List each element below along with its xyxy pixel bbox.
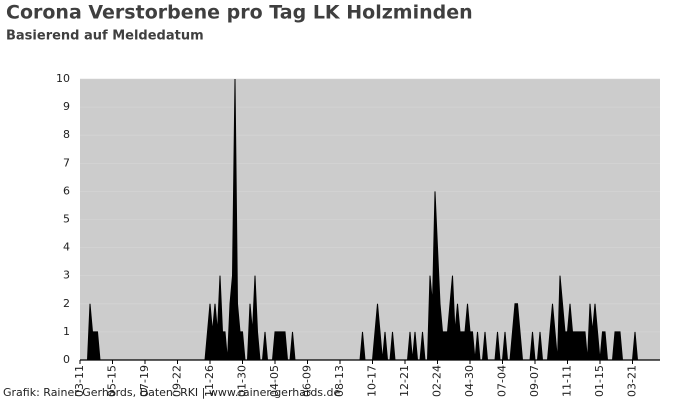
chart-subtitle: Basierend auf Meldedatum xyxy=(6,29,204,44)
x-tick-label: 02-24 xyxy=(431,365,444,397)
y-tick-label: 1 xyxy=(63,325,70,338)
x-tick-label: 07-19 xyxy=(138,365,151,397)
source-note: Grafik: Rainer Gerhards, Daten: RKI | ww… xyxy=(3,386,341,399)
chart-title: Corona Verstorbene pro Tag LK Holzminden xyxy=(6,2,473,24)
y-tick-label: 2 xyxy=(63,297,70,310)
x-tick-label: 03-11 xyxy=(73,365,86,397)
x-tick-label: 09-22 xyxy=(171,365,184,397)
x-tick-label: 12-21 xyxy=(398,365,411,397)
y-tick-label: 5 xyxy=(63,213,70,226)
x-tick-label: 05-15 xyxy=(106,365,119,397)
y-tick-label: 4 xyxy=(63,241,70,254)
x-tick-label: 04-30 xyxy=(463,365,476,397)
x-tick-label: 11-11 xyxy=(561,365,574,397)
y-tick-label: 0 xyxy=(63,353,70,366)
x-tick-label: 10-17 xyxy=(366,365,379,397)
y-tick-label: 8 xyxy=(63,128,70,141)
x-tick-label: 01-15 xyxy=(593,365,606,397)
x-tick-label: 07-04 xyxy=(496,365,509,397)
x-tick-label: 09-07 xyxy=(528,365,541,397)
y-tick-label: 7 xyxy=(63,156,70,169)
x-tick-label: 08-13 xyxy=(333,365,346,397)
y-tick-label: 10 xyxy=(56,72,70,85)
y-tick-label: 6 xyxy=(63,184,70,197)
x-tick-label: 03-21 xyxy=(626,365,639,397)
x-tick-label: 01-30 xyxy=(236,365,249,397)
x-tick-label: 06-09 xyxy=(301,365,314,397)
y-tick-label: 3 xyxy=(63,269,70,282)
y-tick-label: 9 xyxy=(63,100,70,113)
x-tick-label: 11-26 xyxy=(203,365,216,397)
x-tick-label: 04-05 xyxy=(268,365,281,397)
